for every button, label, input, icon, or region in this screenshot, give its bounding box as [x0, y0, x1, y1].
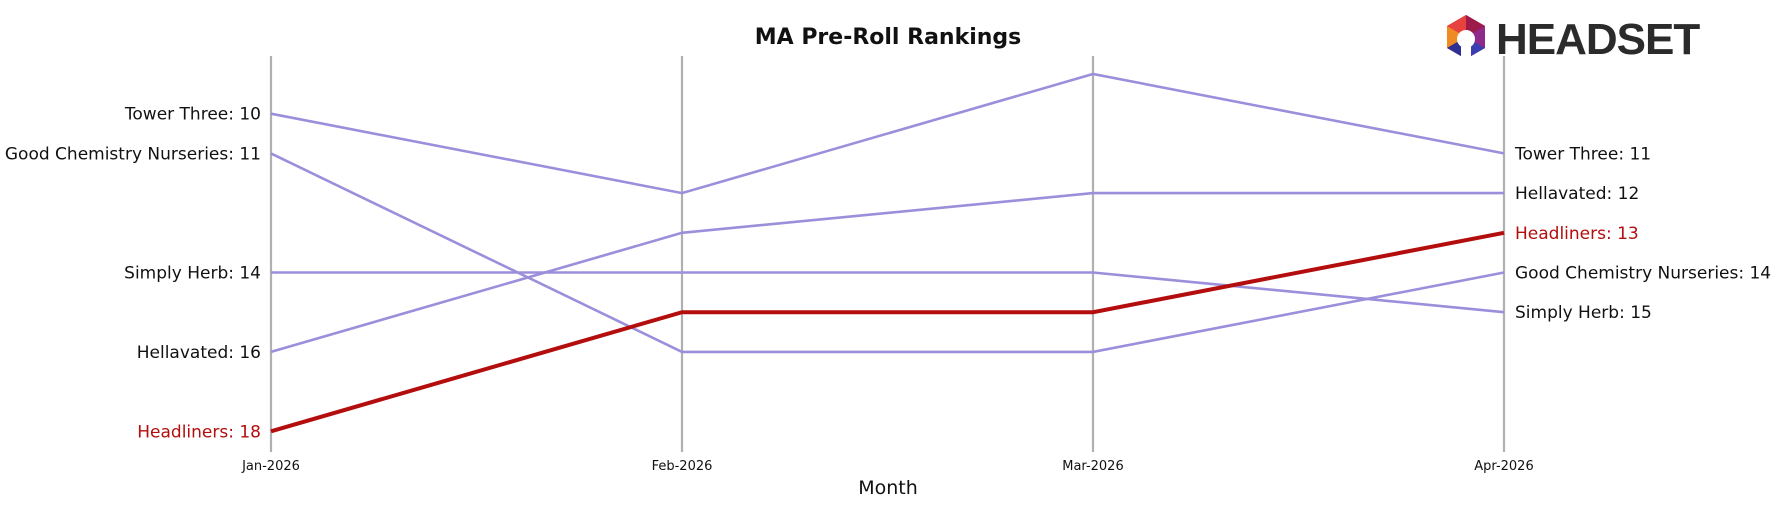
chart-title: MA Pre-Roll Rankings	[755, 25, 1022, 50]
series-line-headliners	[270, 230, 1505, 434]
left-series-label: Simply Herb: 14	[124, 264, 261, 284]
series-layer	[270, 72, 1505, 434]
left-series-label: Good Chemistry Nurseries: 11	[5, 144, 261, 164]
left-series-label: Headliners: 18	[137, 422, 261, 442]
right-series-label: Simply Herb: 15	[1515, 303, 1652, 323]
x-tick-label: Jan-2026	[241, 459, 300, 474]
headset-logo-text: HEADSET	[1496, 15, 1700, 64]
series-line-tower-three	[270, 72, 1505, 195]
series-line-simply-herb	[271, 271, 1505, 314]
x-tick-label: Apr-2026	[1474, 459, 1533, 474]
right-series-label: Tower Three: 11	[1514, 144, 1651, 164]
right-series-label: Hellavated: 12	[1515, 184, 1639, 204]
headset-logo: HEADSET	[1447, 15, 1701, 64]
x-tick-label: Mar-2026	[1062, 459, 1123, 474]
x-axis-label: Month	[858, 477, 918, 499]
month-axes	[269, 56, 1506, 452]
left-series-label: Hellavated: 16	[137, 343, 261, 363]
x-tick-label: Feb-2026	[652, 459, 713, 474]
x-tick-labels: Jan-2026 Feb-2026 Mar-2026 Apr-2026	[241, 459, 1534, 474]
series-labels: Tower Three: 10 Good Chemistry Nurseries:…	[5, 105, 1771, 443]
left-series-label: Tower Three: 10	[124, 105, 261, 125]
series-line-hellavated	[270, 191, 1504, 354]
right-series-label: Headliners: 13	[1515, 224, 1639, 244]
headset-logo-icon	[1447, 15, 1485, 61]
series-line-good-chemistry-nurseries	[270, 152, 1505, 354]
right-series-label: Good Chemistry Nurseries: 14	[1515, 264, 1771, 284]
